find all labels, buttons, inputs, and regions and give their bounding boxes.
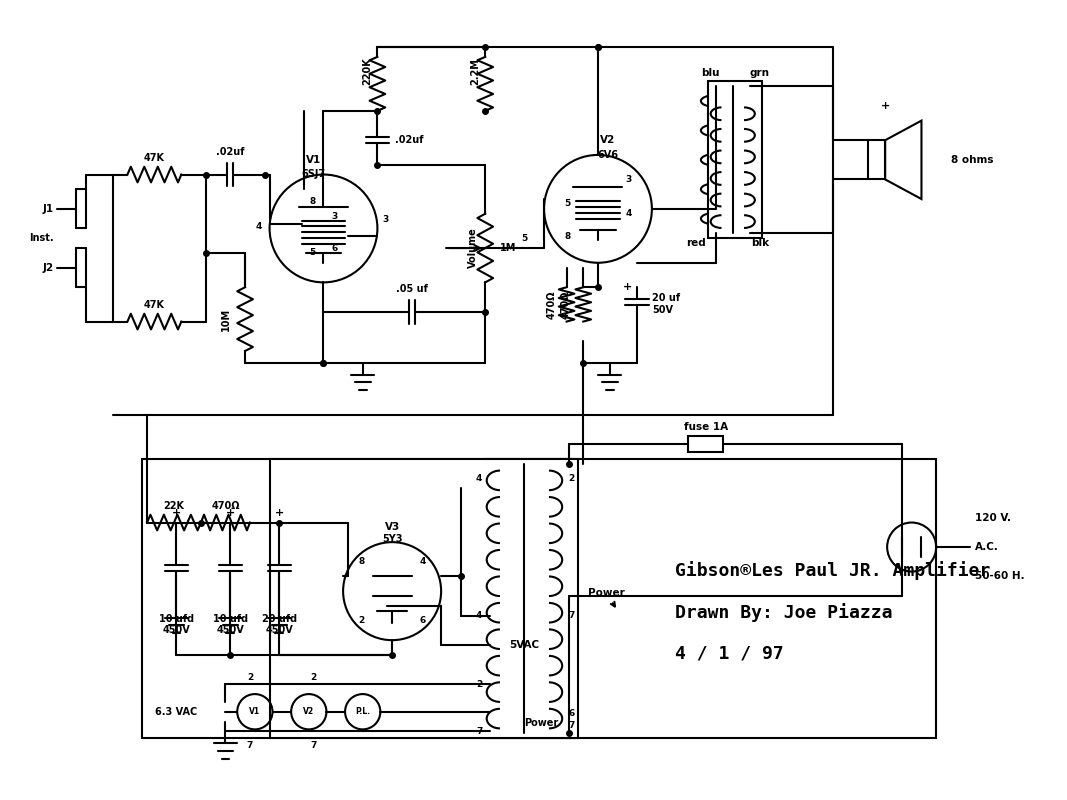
Text: 6: 6 bbox=[569, 709, 575, 718]
Text: 47K: 47K bbox=[144, 153, 165, 162]
Text: V1: V1 bbox=[250, 707, 260, 716]
Text: +: + bbox=[275, 508, 284, 518]
Text: Drawn By: Joe Piazza: Drawn By: Joe Piazza bbox=[674, 602, 892, 622]
Bar bbox=[270, 459, 578, 738]
Text: 120 V.: 120 V. bbox=[975, 513, 1012, 522]
Text: 4 / 1 / 97: 4 / 1 / 97 bbox=[674, 645, 783, 662]
Text: 8: 8 bbox=[359, 558, 365, 566]
Text: 20 uf
50V: 20 uf 50V bbox=[652, 293, 680, 314]
Text: +: + bbox=[226, 508, 235, 518]
Text: 2: 2 bbox=[569, 474, 575, 483]
Text: P.L.: P.L. bbox=[355, 707, 370, 716]
Text: 2: 2 bbox=[476, 680, 482, 689]
Text: Gibson®Les Paul JR. Amplifier: Gibson®Les Paul JR. Amplifier bbox=[674, 562, 990, 580]
Bar bbox=[142, 459, 936, 738]
Text: 8 ohms: 8 ohms bbox=[951, 155, 993, 165]
Bar bbox=[707, 82, 762, 238]
Text: 6: 6 bbox=[419, 616, 426, 625]
Text: 5: 5 bbox=[522, 234, 527, 243]
Text: 20 ufd
450V: 20 ufd 450V bbox=[261, 614, 297, 635]
Text: 7: 7 bbox=[246, 741, 253, 750]
Text: 5Y3: 5Y3 bbox=[382, 534, 402, 544]
Text: 1M: 1M bbox=[500, 243, 516, 253]
Text: J1: J1 bbox=[43, 204, 54, 214]
Text: J2: J2 bbox=[43, 262, 54, 273]
Text: 4: 4 bbox=[476, 611, 482, 620]
Text: 10 ufd
450V: 10 ufd 450V bbox=[212, 614, 248, 635]
Text: 6V6: 6V6 bbox=[598, 150, 618, 160]
Polygon shape bbox=[886, 121, 922, 199]
Text: +: + bbox=[172, 508, 181, 518]
Text: 470Ω: 470Ω bbox=[560, 290, 571, 319]
Text: 8: 8 bbox=[309, 197, 316, 206]
Text: 6SJ7: 6SJ7 bbox=[302, 170, 325, 179]
Text: .02uf: .02uf bbox=[395, 135, 424, 146]
Text: .05 uf: .05 uf bbox=[396, 284, 428, 294]
Text: 6: 6 bbox=[332, 243, 337, 253]
Text: 3: 3 bbox=[382, 214, 388, 223]
Text: Inst.: Inst. bbox=[29, 234, 54, 243]
Text: 4: 4 bbox=[419, 558, 426, 566]
Text: 10M: 10M bbox=[221, 307, 230, 330]
Text: Power: Power bbox=[525, 718, 559, 728]
Text: 7: 7 bbox=[310, 741, 317, 750]
Text: 2: 2 bbox=[246, 674, 253, 682]
Text: V2: V2 bbox=[303, 707, 315, 716]
Text: 47K: 47K bbox=[144, 300, 165, 310]
Text: 5: 5 bbox=[564, 199, 571, 209]
Text: 2.2M: 2.2M bbox=[471, 58, 480, 85]
Text: blk: blk bbox=[751, 238, 769, 248]
Text: 470Ω: 470Ω bbox=[211, 501, 240, 510]
Text: V3: V3 bbox=[384, 522, 400, 532]
Text: V2: V2 bbox=[600, 135, 616, 145]
Text: V1: V1 bbox=[306, 154, 321, 165]
Text: 7: 7 bbox=[476, 727, 482, 736]
Text: 470Ω: 470Ω bbox=[546, 290, 557, 319]
Bar bbox=[688, 436, 723, 452]
Text: 5VAC: 5VAC bbox=[509, 640, 540, 650]
Text: 22K: 22K bbox=[163, 501, 185, 510]
Text: 4: 4 bbox=[476, 474, 482, 483]
Text: Volume: Volume bbox=[467, 228, 478, 269]
Text: 10 ufd
450V: 10 ufd 450V bbox=[159, 614, 194, 635]
Text: +: + bbox=[880, 101, 890, 111]
Text: 2: 2 bbox=[359, 616, 365, 625]
Text: 4: 4 bbox=[625, 210, 632, 218]
Text: 7: 7 bbox=[569, 721, 575, 730]
Text: 8: 8 bbox=[564, 232, 571, 241]
Text: 4: 4 bbox=[255, 222, 261, 231]
Text: red: red bbox=[686, 238, 706, 248]
Text: +: + bbox=[623, 282, 632, 292]
Text: 220K: 220K bbox=[363, 58, 372, 86]
Text: 2: 2 bbox=[310, 674, 317, 682]
Text: fuse 1A: fuse 1A bbox=[684, 422, 728, 432]
Bar bbox=[867, 140, 886, 179]
Text: 6.3 VAC: 6.3 VAC bbox=[156, 706, 197, 717]
Text: 50-60 H.: 50-60 H. bbox=[975, 571, 1025, 582]
Text: .02uf: .02uf bbox=[217, 147, 244, 157]
Text: 3: 3 bbox=[332, 212, 337, 221]
Text: 5: 5 bbox=[309, 249, 316, 258]
Text: blu: blu bbox=[701, 69, 720, 78]
Text: Power: Power bbox=[588, 588, 625, 606]
Text: grn: grn bbox=[750, 69, 769, 78]
Text: 7: 7 bbox=[569, 611, 575, 620]
Text: A.C.: A.C. bbox=[975, 542, 1000, 552]
Text: 3: 3 bbox=[625, 175, 632, 184]
Bar bbox=[485, 459, 573, 738]
